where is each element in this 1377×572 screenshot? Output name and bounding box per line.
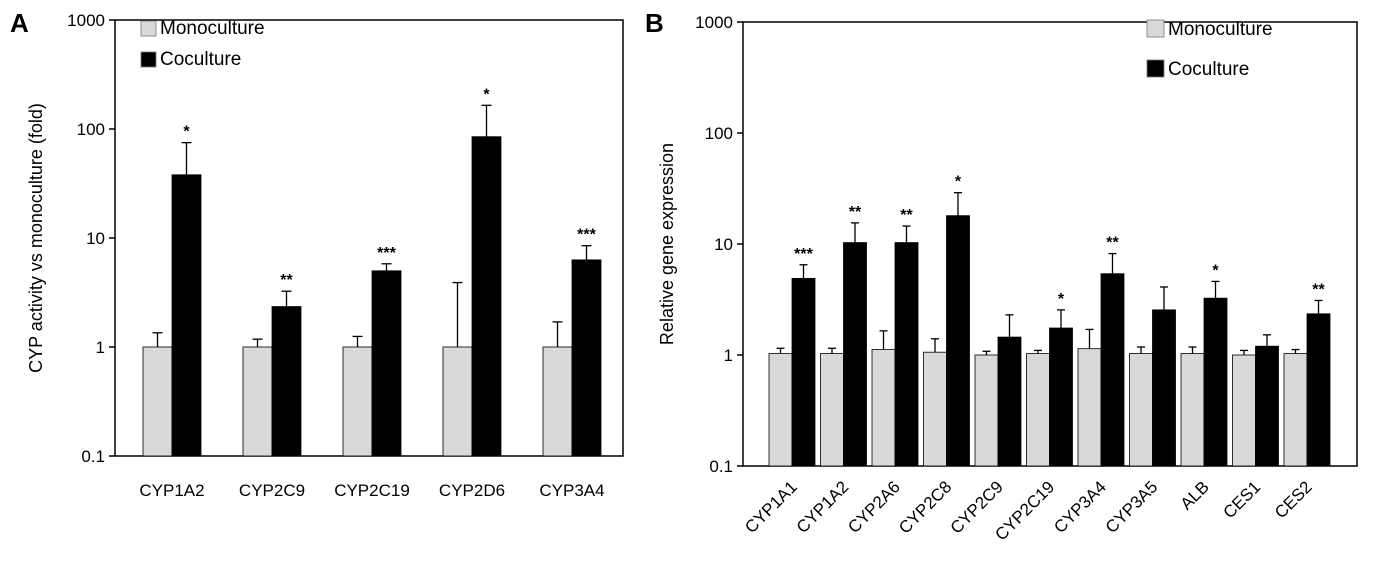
significance-label: *** [577,227,596,244]
bar-monoculture [768,353,793,467]
bar-monoculture [1232,354,1256,467]
y-tick-label: 10 [86,229,105,248]
significance-label: ** [1106,235,1119,252]
y-tick-label: 0.1 [81,447,105,466]
bar-coculture [571,259,602,457]
y-tick-label: 100 [705,124,733,143]
bar-coculture [371,270,402,457]
category-label: CES1 [1219,477,1264,522]
chart-panel-A: A 0.1 1 10 100 1000 CYP activity vs monocultur… [10,8,624,500]
significance-label: *** [794,246,813,263]
category-label: CYP1A2 [139,481,204,500]
bar-coculture [1255,345,1279,467]
bar-monoculture [442,346,473,457]
y-tick-label: 1 [724,346,733,365]
bar-coculture [791,277,816,467]
bar-monoculture [1129,353,1153,467]
panel-label: A [10,8,29,38]
bar-coculture [894,242,919,467]
bar-monoculture [923,351,947,467]
legend-swatch [140,51,157,68]
bar-monoculture [1026,353,1050,467]
category-label: CYP2A6 [844,477,904,537]
panel-label: B [645,8,664,38]
significance-label: * [1212,262,1219,279]
bar-coculture [1049,327,1073,467]
y-tick-label: 1000 [695,13,733,32]
category-label: CYP3A4 [1050,477,1110,537]
bar-monoculture [542,346,573,457]
significance-label: *** [377,245,396,262]
bar-monoculture [1077,348,1102,467]
bar-coculture [1306,313,1331,467]
legend-label: Coculture [160,49,241,70]
bar-monoculture [242,346,273,457]
significance-label: * [955,174,962,191]
bar-coculture [1152,309,1176,467]
y-tick-label: 100 [77,120,105,139]
significance-label: * [1058,291,1065,308]
bar-coculture [946,215,970,467]
category-label: CYP2C8 [895,477,955,537]
bar-coculture [1203,297,1228,467]
legend-swatch [1146,59,1165,78]
category-label: CES2 [1271,477,1316,522]
legend: Monoculture Coculture [1146,19,1273,80]
significance-label: ** [280,272,293,289]
y-axis-label: CYP activity vs monoculture (fold) [26,103,46,373]
bar-monoculture [820,353,844,467]
bar-coculture [171,174,202,457]
bar-monoculture [1180,353,1205,467]
legend-label: Monoculture [1168,19,1273,40]
legend-swatch [140,20,157,37]
legend-swatch [1146,19,1165,38]
category-label: CYP3A5 [1102,477,1162,537]
bar-monoculture [1283,353,1308,467]
bar-coculture [997,336,1022,467]
bar-coculture [271,306,302,457]
significance-label: ** [849,204,862,221]
category-label: CYP2C19 [334,481,410,500]
significance-label: * [183,124,190,141]
category-label: ALB [1177,477,1213,513]
y-tick-label: 1000 [67,11,105,30]
significance-label: ** [900,207,913,224]
legend-label: Coculture [1168,59,1249,80]
significance-label: * [483,86,490,103]
category-label: CYP1A2 [793,477,853,537]
bar-monoculture [974,354,999,467]
significance-label: ** [1312,281,1325,298]
category-label: CYP3A4 [539,481,604,500]
bar-coculture [471,136,502,457]
y-tick-label: 1 [96,338,105,357]
legend: Monoculture Coculture [140,18,265,70]
bar-monoculture [142,346,173,457]
category-label: CYP2D6 [439,481,505,500]
bar-monoculture [342,346,373,457]
bar-monoculture [871,349,896,467]
y-tick-label: 0.1 [709,457,733,476]
legend-label: Monoculture [160,18,265,39]
bar-coculture [1100,273,1125,467]
y-axis-label: Relative gene expression [657,143,677,345]
y-tick-label: 10 [714,235,733,254]
bar-coculture [843,242,867,467]
category-label: CYP2C9 [239,481,305,500]
category-label: CYP1A1 [741,477,801,537]
